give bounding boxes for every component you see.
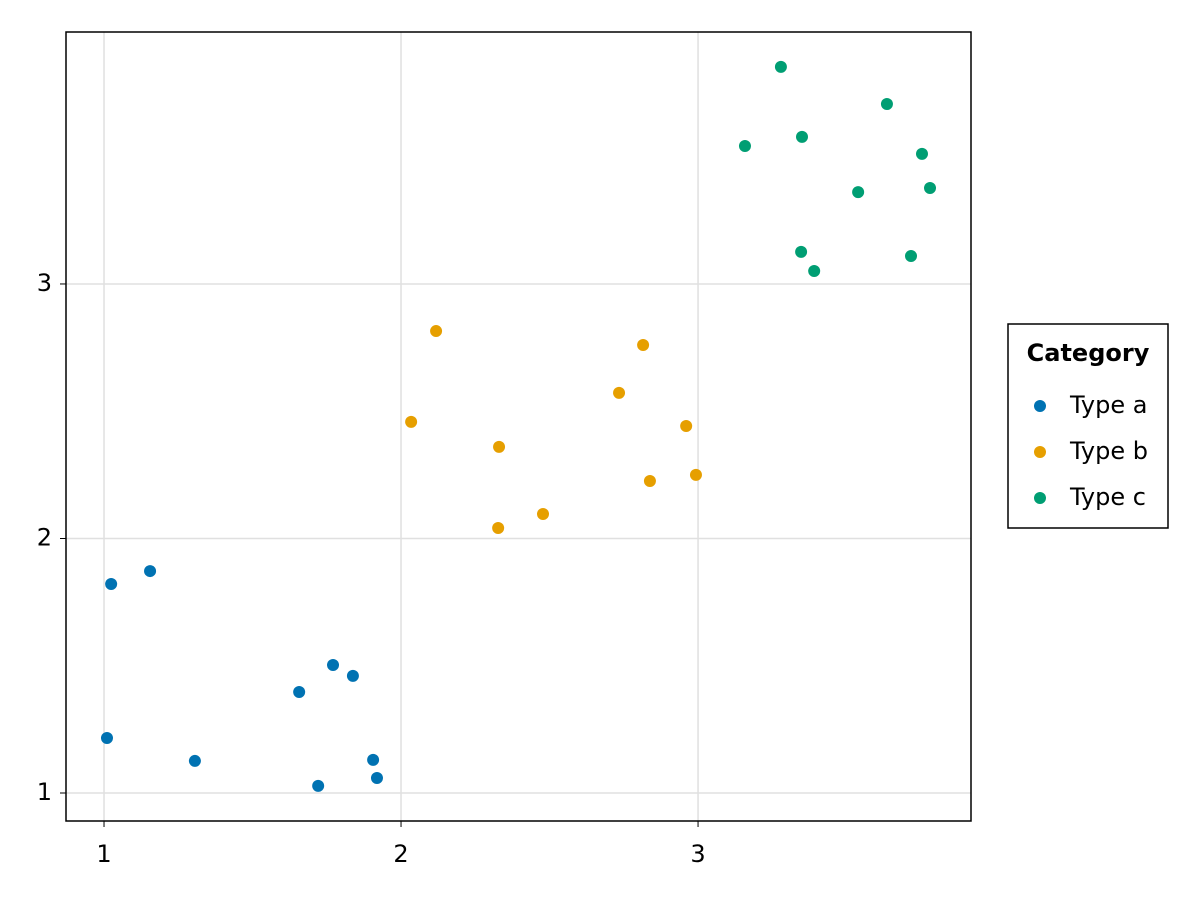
legend-title: Category — [1027, 339, 1150, 367]
point — [493, 440, 506, 453]
point — [915, 147, 928, 160]
point — [637, 339, 650, 352]
point — [880, 98, 893, 111]
point — [312, 779, 325, 792]
point — [100, 732, 113, 745]
y-tick-label: 3 — [37, 269, 52, 297]
legend-box — [1007, 323, 1169, 529]
legend-marker — [1034, 446, 1046, 458]
point — [689, 468, 702, 481]
legend-label: Type a — [1069, 391, 1147, 419]
point — [774, 60, 787, 73]
legend-label: Type b — [1069, 437, 1148, 465]
point — [492, 522, 505, 535]
point — [613, 386, 626, 399]
y-tick-label: 1 — [37, 778, 52, 806]
x-tick-label: 2 — [393, 840, 408, 868]
point — [370, 771, 383, 784]
point — [537, 508, 550, 521]
point — [795, 245, 808, 258]
y-tick-label: 2 — [37, 523, 52, 551]
point — [808, 264, 821, 277]
point — [680, 419, 693, 432]
legend-marker — [1034, 492, 1046, 504]
point — [144, 565, 157, 578]
point — [643, 474, 656, 487]
point — [188, 754, 201, 767]
x-tick-label: 3 — [690, 840, 705, 868]
plot-frame — [65, 31, 972, 822]
point — [852, 186, 865, 199]
point — [367, 753, 380, 766]
point — [430, 325, 443, 338]
point — [738, 140, 751, 153]
point — [293, 685, 306, 698]
legend-marker — [1034, 400, 1046, 412]
point — [405, 415, 418, 428]
point — [327, 658, 340, 671]
legend-label: Type c — [1069, 483, 1146, 511]
x-tick-label: 1 — [96, 840, 111, 868]
point — [105, 578, 118, 591]
point — [346, 669, 359, 682]
point — [795, 130, 808, 143]
point — [905, 249, 918, 262]
point — [924, 182, 937, 195]
